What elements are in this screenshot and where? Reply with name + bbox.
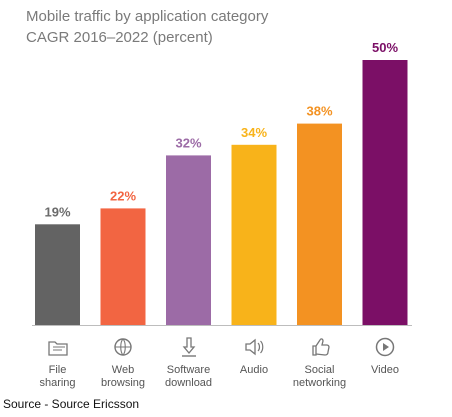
bar-value-label: 22% <box>110 188 136 203</box>
software-download-icon <box>178 336 200 358</box>
bar <box>231 144 277 325</box>
category-label: Social networking <box>292 364 347 389</box>
bar-value-label: 38% <box>306 104 332 119</box>
bar-value-label: 19% <box>44 204 70 219</box>
category-label: Web browsing <box>100 364 146 389</box>
video-icon <box>374 336 396 358</box>
category-label: Video <box>371 364 399 376</box>
social-networking-icon <box>309 336 331 358</box>
bar-value-label: 32% <box>175 135 201 150</box>
source-note: Source - Source Ericsson <box>3 397 140 411</box>
bar <box>100 208 146 325</box>
bar <box>362 60 408 325</box>
category-label: File sharing <box>39 364 76 389</box>
web-browsing-icon <box>112 336 134 358</box>
category-label: Software download <box>164 364 213 389</box>
chart-subtitle: CAGR 2016–2022 (percent) <box>26 29 213 46</box>
bar <box>297 123 342 325</box>
chart-title: Mobile traffic by application category <box>26 8 269 25</box>
bar <box>35 224 80 325</box>
audio-icon <box>243 336 265 358</box>
bar-value-label: 34% <box>241 125 267 140</box>
bar <box>166 155 211 325</box>
file-sharing-icon <box>47 336 69 358</box>
bar-value-label: 50% <box>372 40 398 55</box>
category-label: Audio <box>239 364 269 376</box>
chart-title-block: Mobile traffic by application category C… <box>26 6 268 48</box>
